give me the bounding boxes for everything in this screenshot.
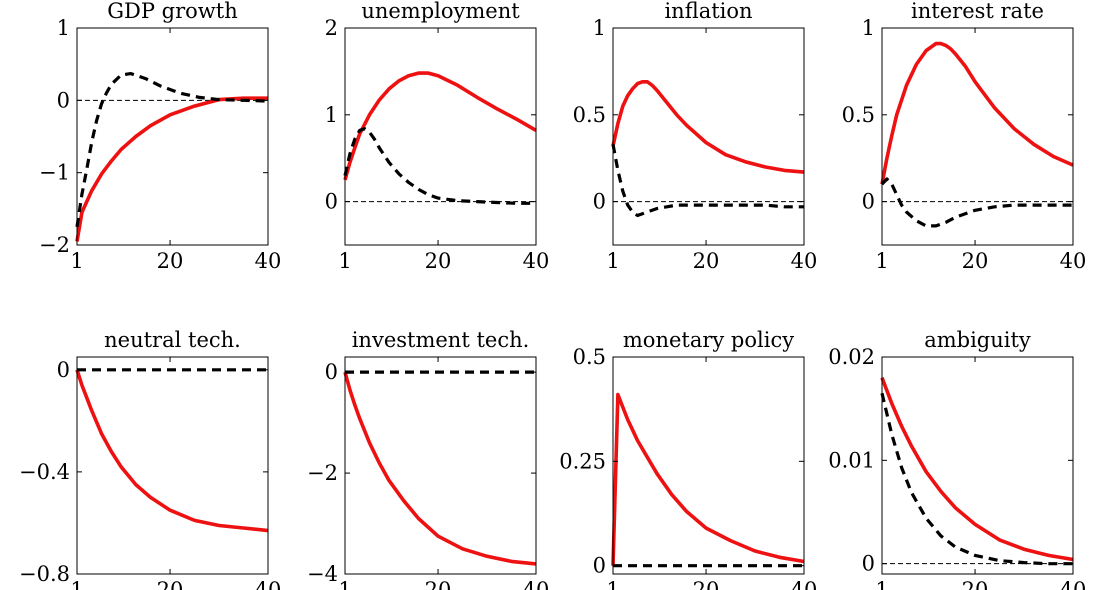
series-dashed-line	[880, 177, 1073, 228]
y-tick-label: 1	[57, 16, 70, 40]
series-solid-line	[611, 392, 805, 566]
panel-title: neutral tech.	[104, 328, 241, 352]
panel-title: ambiguity	[924, 328, 1031, 352]
panel-title: GDP growth	[107, 0, 237, 23]
x-tick-label: 20	[693, 578, 720, 590]
y-tick-label: 0	[325, 190, 338, 214]
series-dashed-line	[75, 72, 269, 228]
panel-2: inflation 1 20 40 0 0.5 1	[573, 0, 818, 273]
y-tick-label: 0	[593, 554, 606, 578]
x-tick-label: 20	[693, 249, 720, 273]
y-tick-label: 0.5	[842, 103, 875, 127]
x-tick-label: 40	[1060, 249, 1087, 273]
y-tick-label: −4	[307, 562, 338, 586]
series-dashed-line	[343, 127, 536, 205]
x-tick-label: 1	[875, 578, 888, 590]
x-tick-label: 20	[962, 578, 989, 590]
y-tick-label: 0	[57, 88, 70, 112]
y-tick-label: 0	[593, 190, 606, 214]
plot-frame	[612, 27, 805, 246]
plot-frame	[612, 356, 805, 575]
panel-title: unemployment	[361, 0, 520, 23]
plot-frame	[344, 27, 537, 246]
panel-title: investment tech.	[352, 328, 530, 352]
y-tick-label: −1	[39, 161, 70, 185]
series-solid-line	[611, 80, 805, 174]
y-tick-label: 1	[325, 103, 338, 127]
y-tick-label: 0	[862, 552, 875, 576]
y-tick-label: 1	[593, 16, 606, 40]
series-solid-line	[75, 96, 268, 242]
x-tick-label: 40	[523, 249, 550, 273]
x-tick-label: 1	[875, 249, 888, 273]
plot-frame	[344, 356, 537, 575]
plot-frame	[76, 27, 269, 246]
x-tick-label: 1	[338, 578, 351, 590]
y-tick-label: 2	[325, 16, 338, 40]
plot-frame	[881, 356, 1074, 575]
x-tick-label: 40	[255, 249, 282, 273]
y-tick-label: 0.01	[828, 448, 875, 472]
y-tick-label: 0	[325, 360, 338, 384]
x-tick-label: 1	[70, 578, 83, 590]
y-tick-label: −2	[307, 461, 338, 485]
x-tick-label: 1	[606, 249, 619, 273]
panel-7: ambiguity 1 20 40 0 0.01 0.02	[828, 328, 1086, 590]
y-tick-label: 0	[862, 190, 875, 214]
x-tick-label: 1	[606, 578, 619, 590]
x-tick-label: 40	[523, 578, 550, 590]
y-tick-label: 0.02	[828, 345, 875, 369]
panel-title: inflation	[664, 0, 752, 23]
panel-1: unemployment 1 20 40 0 1 2	[325, 0, 550, 273]
series-solid-line	[880, 377, 1074, 562]
x-tick-label: 20	[425, 578, 452, 590]
x-tick-label: 20	[962, 249, 989, 273]
series-solid-line	[343, 371, 537, 566]
series-dashed-line	[611, 144, 804, 218]
y-tick-label: 0.5	[573, 345, 606, 369]
x-tick-label: 40	[791, 249, 818, 273]
series-solid-line	[880, 41, 1074, 185]
panel-3: interest rate 1 20 40 0 0.5 1	[842, 0, 1087, 273]
y-tick-label: −0.4	[19, 460, 70, 484]
series-dashed-line	[880, 392, 1073, 566]
panel-5: investment tech. 1 20 40 −4 −2 0	[307, 328, 549, 590]
x-tick-label: 40	[255, 578, 282, 590]
panel-title: monetary policy	[623, 328, 794, 352]
x-tick-label: 20	[425, 249, 452, 273]
x-tick-label: 20	[157, 249, 184, 273]
panel-6: monetary policy 1 20 40 0 0.25 0.5	[559, 328, 817, 590]
x-tick-label: 1	[338, 249, 351, 273]
x-tick-label: 20	[157, 578, 184, 590]
y-tick-label: 0.25	[559, 449, 606, 473]
panel-title: interest rate	[911, 0, 1044, 23]
y-tick-label: −0.8	[19, 562, 70, 586]
x-tick-label: 40	[1060, 578, 1087, 590]
x-tick-label: 1	[70, 249, 83, 273]
y-tick-label: 1	[862, 16, 875, 40]
x-tick-label: 40	[791, 578, 818, 590]
y-tick-label: 0	[57, 358, 70, 382]
panel-0: GDP growth 1 20 40 −2 −1 0 1	[39, 0, 281, 273]
plot-frame	[881, 27, 1074, 246]
series-solid-line	[343, 71, 537, 181]
y-tick-label: −2	[39, 233, 70, 257]
plot-frame	[76, 356, 269, 575]
panel-4: neutral tech. 1 20 40 −0.8 −0.4 0	[19, 328, 281, 590]
y-tick-label: 0.5	[573, 103, 606, 127]
series-solid-line	[75, 369, 269, 533]
